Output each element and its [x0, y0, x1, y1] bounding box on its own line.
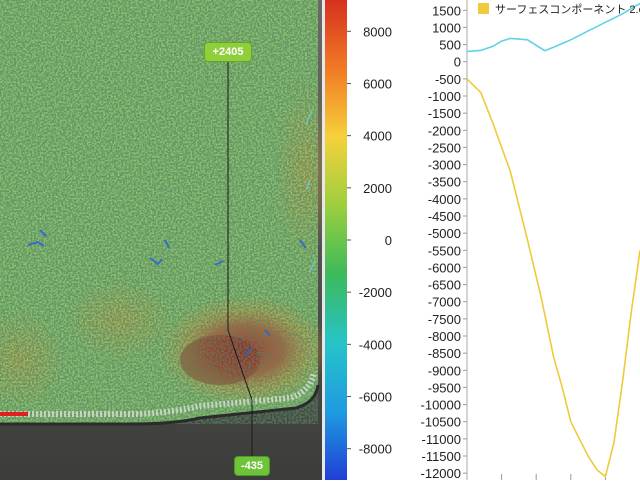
y-tick-label: -9500	[428, 380, 461, 395]
y-tick-label: -1000	[428, 89, 461, 104]
y-tick-label: -5000	[428, 226, 461, 241]
y-tick-label: 0	[454, 55, 461, 70]
marker-bottom[interactable]: -435	[234, 456, 270, 476]
y-tick-label: -500	[435, 72, 461, 87]
colorbar-tick-label: 4000	[363, 129, 392, 144]
y-tick-label: -7500	[428, 312, 461, 327]
y-tick-label: -11000	[421, 432, 461, 447]
y-tick-label: -3000	[428, 158, 461, 173]
colorbar-tick-label: 2000	[363, 181, 392, 196]
y-tick-label: -1500	[428, 106, 461, 121]
marker-top[interactable]: +2405	[204, 42, 252, 62]
y-tick-label: 500	[439, 38, 461, 53]
marker-top-label: +2405	[212, 46, 244, 58]
colorbar-tick-label: 0	[385, 233, 392, 248]
legend-label: サーフェスコンポーネント 2.eps	[495, 3, 640, 16]
y-tick-label: -5500	[428, 243, 461, 258]
y-tick-label: -8500	[428, 346, 461, 361]
colorbar-tick-label: 8000	[363, 24, 392, 39]
y-tick-label: -8000	[428, 329, 461, 344]
y-tick-label: -4000	[428, 192, 461, 207]
y-tick-label: -10000	[421, 398, 461, 413]
colorbar-panel: 8000 6000 4000 2000 0 -2000 -4000 -6000 -8000	[325, 0, 410, 480]
y-tick-label: 1000	[432, 20, 461, 35]
scale-bar	[0, 412, 28, 416]
y-tick-label: -12000	[421, 466, 461, 480]
y-tick-label: -2000	[428, 123, 461, 138]
y-tick-label: -6000	[428, 260, 461, 275]
view-divider[interactable]	[322, 0, 325, 480]
colorbar-tick-label: -2000	[359, 285, 392, 300]
y-tick-label: -2500	[428, 140, 461, 155]
y-tick-label: 1500	[432, 3, 461, 18]
colorbar-tick-label: 6000	[363, 76, 392, 91]
marker-bottom-label: -435	[240, 460, 264, 472]
strain-field-image	[0, 0, 322, 480]
y-tick-label: -4500	[428, 209, 461, 224]
y-tick-label: -3500	[428, 175, 461, 190]
colorbar: 8000 6000 4000 2000 0 -2000 -4000 -6000 -8000	[325, 0, 392, 480]
y-tick-label: -6500	[428, 278, 461, 293]
colorbar-gradient	[325, 0, 347, 480]
series-line-2	[466, 78, 640, 479]
colorbar-tick-label: -4000	[359, 337, 392, 352]
y-tick-label: -7000	[428, 295, 461, 310]
colorbar-tick-label: -6000	[359, 390, 392, 405]
legend-swatch	[478, 3, 489, 14]
y-tick-label: -9000	[428, 363, 461, 378]
line-chart-panel[interactable]: 1500 1000 500 0 -500 -1000 -1500 -2000 -2500 -300…	[410, 0, 640, 481]
series-line-1	[466, 2, 640, 53]
strain-field-view[interactable]: +2405 -435	[0, 0, 322, 480]
colorbar-tick-label: -8000	[359, 442, 392, 457]
y-tick-label: -11500	[421, 449, 461, 464]
line-chart: 1500 1000 500 0 -500 -1000 -1500 -2000 -2500 -300…	[421, 0, 640, 481]
y-tick-label: -10500	[421, 415, 461, 430]
